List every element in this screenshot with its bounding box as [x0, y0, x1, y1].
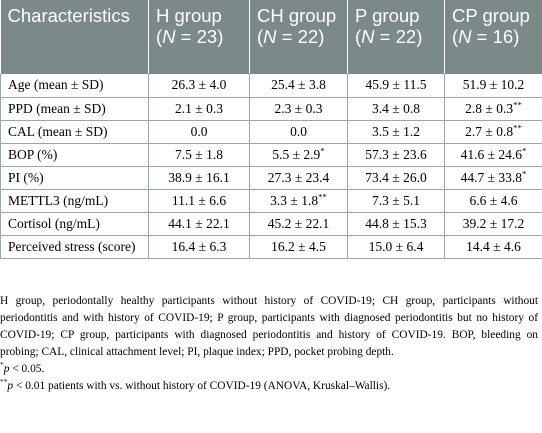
cell-value: 57.3 ± 23.6	[365, 146, 427, 162]
row-label: BOP (%)	[0, 143, 149, 167]
table-row: CAL (mean ± SD) 0.0 0.0 3.5 ± 1.2 2.7 ± 0.8*…	[0, 120, 542, 144]
table-cell: 3.3 ± 1.8**	[249, 189, 348, 213]
cell-value: 73.4 ± 26.0	[365, 169, 427, 185]
cell-value: 26.3 ± 4.0	[171, 77, 227, 93]
table-cell: 25.4 ± 3.8	[249, 74, 348, 98]
cell-value: 16.4 ± 6.3	[171, 238, 227, 254]
cell-value: 41.6 ± 24.6	[460, 146, 523, 162]
table-cell: 2.1 ± 0.3	[148, 97, 250, 121]
significance-mark: *	[320, 145, 325, 155]
cell-value: 2.1 ± 0.3	[175, 100, 223, 116]
table-cell: 2.3 ± 0.3	[249, 97, 348, 121]
significance-mark: **	[513, 99, 522, 109]
cell-value: 0.0	[290, 123, 307, 139]
footnote-definitions: H group, periodontally healthy participa…	[0, 295, 538, 358]
header-characteristics: Characteristics	[0, 0, 149, 74]
table-cell: 51.9 ± 10.2	[444, 74, 542, 98]
row-label: Perceived stress (score)	[0, 235, 149, 259]
table-body: Age (mean ± SD) 26.3 ± 4.0 25.4 ± 3.8 45.9 …	[0, 74, 542, 259]
table-cell: 14.4 ± 4.6	[444, 235, 542, 259]
significance-mark: **	[318, 191, 327, 201]
table-row: Cortisol (ng/mL) 44.1 ± 22.1 45.2 ± 22.1 44…	[0, 212, 542, 236]
cell-value: 2.3 ± 0.3	[274, 100, 323, 116]
row-label: Cortisol (ng/mL)	[0, 212, 149, 236]
row-label: CAL (mean ± SD)	[0, 120, 149, 144]
cell-value: 44.8 ± 15.3	[365, 215, 427, 231]
table-cell: 44.8 ± 15.3	[347, 212, 445, 236]
cell-value: 45.9 ± 11.5	[365, 77, 427, 93]
cell-value: 44.7 ± 33.8	[460, 169, 523, 185]
table-cell: 57.3 ± 23.6	[347, 143, 445, 167]
table-cell: 5.5 ± 2.9*	[249, 143, 348, 167]
table-cell: 45.2 ± 22.1	[249, 212, 348, 236]
table-row: BOP (%) 7.5 ± 1.8 5.5 ± 2.9* 57.3 ± 23.6 41.…	[0, 143, 542, 167]
row-label: PPD (mean ± SD)	[0, 97, 149, 121]
cell-value: 3.3 ± 1.8	[270, 192, 319, 208]
table-cell: 11.1 ± 6.6	[148, 189, 250, 213]
cell-value: 25.4 ± 3.8	[271, 77, 326, 93]
cell-value: 2.7 ± 0.8	[465, 123, 514, 139]
table-cell: 26.3 ± 4.0	[148, 74, 250, 98]
table-cell: 45.9 ± 11.5	[347, 74, 445, 98]
cell-value: 3.5 ± 1.2	[372, 123, 420, 139]
table-cell: 44.1 ± 22.1	[148, 212, 250, 236]
cell-value: 11.1 ± 6.6	[171, 192, 227, 208]
table-cell: 6.6 ± 4.6	[444, 189, 542, 213]
cell-value: 2.8 ± 0.3	[465, 100, 514, 116]
table-row: Perceived stress (score) 16.4 ± 6.3 16.2 ±…	[0, 235, 542, 259]
cell-value: 38.9 ± 16.1	[168, 169, 230, 185]
table-cell: 16.2 ± 4.5	[249, 235, 348, 259]
cell-value: 3.4 ± 0.8	[372, 100, 420, 116]
table-cell: 38.9 ± 16.1	[148, 166, 250, 190]
table-cell: 7.3 ± 5.1	[347, 189, 445, 213]
row-label: METTL3 (ng/mL)	[0, 189, 149, 213]
significance-mark: **	[513, 122, 522, 132]
table-cell: 2.8 ± 0.3**	[444, 97, 542, 121]
characteristics-table: Characteristics H group (N = 23) CH group…	[0, 0, 542, 259]
header-cp-group: CP group (N = 16)	[444, 0, 542, 74]
header-h-group: H group (N = 23)	[148, 0, 250, 74]
table-row: Age (mean ± SD) 26.3 ± 4.0 25.4 ± 3.8 45.9 …	[0, 74, 542, 98]
cell-value: 44.1 ± 22.1	[168, 215, 230, 231]
cell-value: 45.2 ± 22.1	[267, 215, 330, 231]
cell-value: 16.2 ± 4.5	[271, 238, 326, 254]
cell-value: 51.9 ± 10.2	[462, 77, 525, 93]
footnote-significance-01: **p < 0.01 patients with vs. without his…	[0, 377, 391, 392]
table-cell: 3.4 ± 0.8	[347, 97, 445, 121]
table-cell: 2.7 ± 0.8**	[444, 120, 542, 144]
table-footnotes: H group, periodontally healthy participa…	[0, 293, 542, 395]
header-p-group: P group (N = 22)	[347, 0, 445, 74]
table-cell: 41.6 ± 24.6*	[444, 143, 542, 167]
table-header: Characteristics H group (N = 23) CH group…	[0, 0, 542, 74]
cell-value: 14.4 ± 4.6	[466, 238, 521, 254]
footnote-significance-05: *p < 0.05.	[0, 360, 45, 375]
table-cell: 16.4 ± 6.3	[148, 235, 250, 259]
cell-value: 7.3 ± 5.1	[372, 192, 420, 208]
cell-value: 39.2 ± 17.2	[462, 215, 525, 231]
header-row: Characteristics H group (N = 23) CH group…	[0, 0, 542, 74]
table-cell: 3.5 ± 1.2	[347, 120, 445, 144]
table-cell: 73.4 ± 26.0	[347, 166, 445, 190]
table-cell: 7.5 ± 1.8	[148, 143, 250, 167]
table-cell: 0.0	[148, 120, 250, 144]
cell-value: 6.6 ± 4.6	[469, 192, 518, 208]
row-label: Age (mean ± SD)	[0, 74, 149, 98]
table-row: PPD (mean ± SD) 2.1 ± 0.3 2.3 ± 0.3 3.4 ± 0…	[0, 97, 542, 121]
row-label: PI (%)	[0, 166, 149, 190]
cell-value: 15.0 ± 6.4	[368, 238, 424, 254]
cell-value: 27.3 ± 23.4	[267, 169, 330, 185]
cell-value: 0.0	[190, 123, 208, 139]
table-cell: 44.7 ± 33.8*	[444, 166, 542, 190]
table-cell: 39.2 ± 17.2	[444, 212, 542, 236]
table-row: METTL3 (ng/mL) 11.1 ± 6.6 3.3 ± 1.8** 7.3 ±…	[0, 189, 542, 213]
table-cell: 15.0 ± 6.4	[347, 235, 445, 259]
cell-value: 5.5 ± 2.9	[272, 146, 321, 162]
table-cell: 27.3 ± 23.4	[249, 166, 348, 190]
significance-mark: *	[522, 168, 527, 178]
table-cell: 0.0	[249, 120, 348, 144]
table-row: PI (%) 38.9 ± 16.1 27.3 ± 23.4 73.4 ± 26.0 4…	[0, 166, 542, 190]
header-ch-group: CH group (N = 22)	[249, 0, 348, 74]
cell-value: 7.5 ± 1.8	[175, 146, 223, 162]
significance-mark: *	[522, 145, 527, 155]
